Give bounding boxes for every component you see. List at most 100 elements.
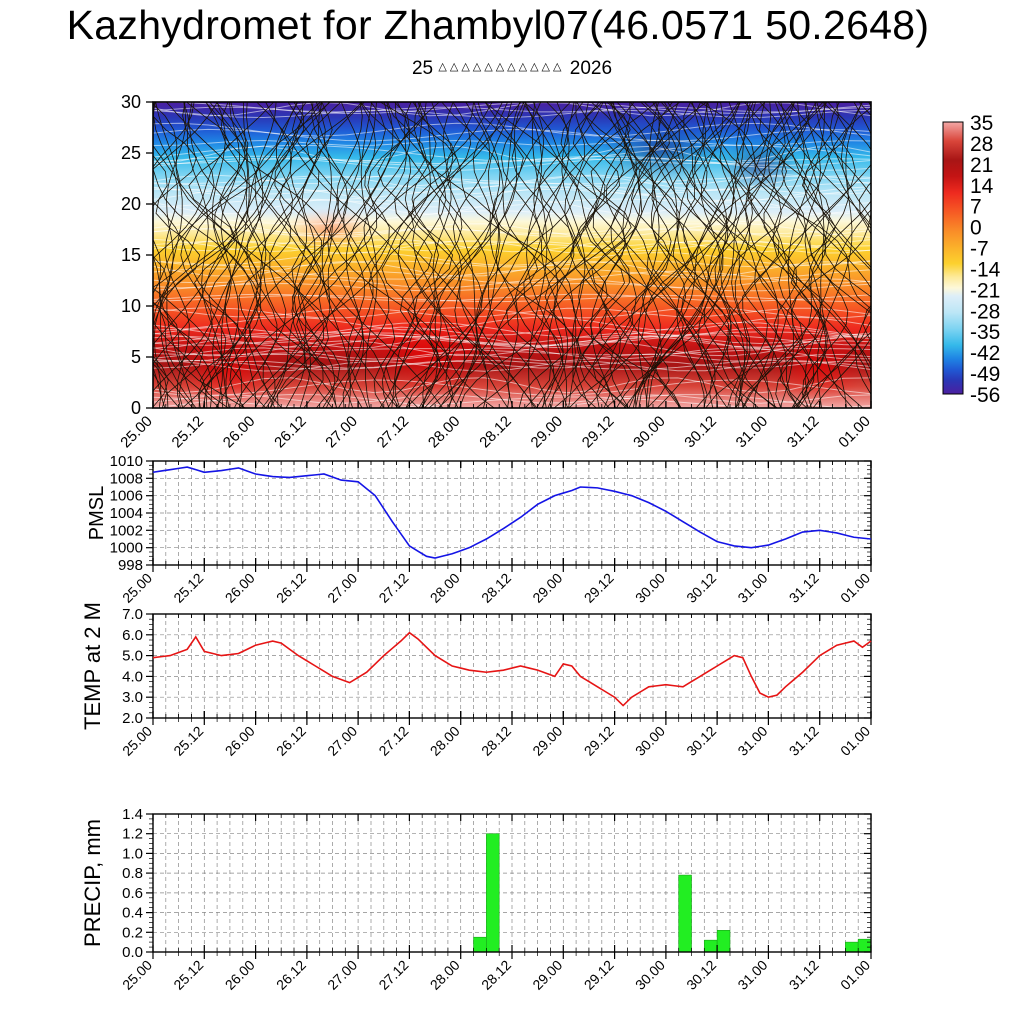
svg-text:1.0: 1.0: [122, 845, 143, 862]
svg-text:30: 30: [121, 92, 141, 112]
svg-text:31.12: 31.12: [786, 570, 822, 606]
svg-text:27.12: 27.12: [375, 723, 411, 759]
svg-text:1004: 1004: [110, 505, 143, 522]
svg-text:20: 20: [121, 194, 141, 214]
svg-text:-49: -49: [970, 363, 1000, 386]
svg-text:1002: 1002: [110, 522, 143, 539]
svg-text:28.00: 28.00: [427, 723, 463, 759]
svg-text:29.12: 29.12: [581, 957, 617, 993]
svg-text:TEMP at 2 M: TEMP at 2 M: [80, 602, 105, 730]
svg-text:29.00: 29.00: [529, 723, 565, 759]
svg-text:27.12: 27.12: [374, 413, 413, 452]
svg-text:31.00: 31.00: [734, 570, 770, 606]
svg-text:25.12: 25.12: [170, 570, 206, 606]
svg-text:1000: 1000: [110, 540, 143, 557]
svg-text:1.4: 1.4: [122, 806, 143, 823]
svg-text:14: 14: [970, 175, 994, 198]
svg-text:31.12: 31.12: [786, 957, 822, 993]
svg-text:30.00: 30.00: [632, 723, 668, 759]
svg-text:26.12: 26.12: [273, 723, 309, 759]
svg-text:30.00: 30.00: [632, 957, 668, 993]
svg-text:30.00: 30.00: [630, 413, 669, 452]
svg-text:7: 7: [970, 196, 982, 219]
svg-text:28.12: 28.12: [478, 723, 514, 759]
svg-text:28.00: 28.00: [427, 570, 463, 606]
svg-text:26.12: 26.12: [271, 413, 310, 452]
svg-text:25.00: 25.00: [119, 957, 155, 993]
svg-text:0.2: 0.2: [122, 924, 143, 941]
svg-text:01.00: 01.00: [837, 957, 873, 993]
svg-text:01.00: 01.00: [837, 570, 873, 606]
svg-text:26.00: 26.00: [222, 570, 258, 606]
svg-text:25.12: 25.12: [170, 723, 206, 759]
svg-text:31.12: 31.12: [784, 413, 823, 452]
svg-text:27.00: 27.00: [324, 957, 360, 993]
svg-text:28.12: 28.12: [478, 957, 514, 993]
svg-text:29.00: 29.00: [529, 570, 565, 606]
svg-text:01.00: 01.00: [835, 413, 874, 452]
svg-text:30.12: 30.12: [683, 723, 719, 759]
svg-text:01.00: 01.00: [837, 723, 873, 759]
svg-text:15: 15: [121, 245, 141, 265]
svg-text:29.00: 29.00: [528, 413, 567, 452]
svg-text:998: 998: [118, 557, 143, 574]
svg-text:30.12: 30.12: [683, 570, 719, 606]
svg-text:3.0: 3.0: [122, 689, 143, 706]
svg-text:4.0: 4.0: [122, 668, 143, 685]
svg-text:0.6: 0.6: [122, 885, 143, 902]
svg-text:29.00: 29.00: [529, 957, 565, 993]
svg-text:28.00: 28.00: [427, 957, 463, 993]
svg-text:0.8: 0.8: [122, 865, 143, 882]
svg-text:10: 10: [121, 296, 141, 316]
svg-text:27.12: 27.12: [375, 570, 411, 606]
svg-text:-56: -56: [970, 384, 1000, 407]
svg-text:25.00: 25.00: [119, 570, 155, 606]
svg-text:-28: -28: [970, 300, 1000, 323]
svg-text:27.12: 27.12: [375, 957, 411, 993]
svg-text:26.12: 26.12: [273, 570, 309, 606]
svg-text:5.0: 5.0: [122, 648, 143, 665]
svg-text:PRECIP, mm: PRECIP, mm: [80, 819, 105, 947]
svg-text:0.0: 0.0: [122, 944, 143, 961]
svg-text:7.0: 7.0: [122, 606, 143, 623]
svg-text:26.00: 26.00: [222, 957, 258, 993]
svg-text:26.00: 26.00: [220, 413, 259, 452]
svg-text:30.00: 30.00: [632, 570, 668, 606]
svg-text:1.2: 1.2: [122, 826, 143, 843]
svg-text:25.00: 25.00: [119, 723, 155, 759]
svg-text:29.12: 29.12: [581, 570, 617, 606]
svg-text:2.0: 2.0: [122, 710, 143, 727]
svg-text:28.12: 28.12: [478, 570, 514, 606]
svg-text:0.4: 0.4: [122, 905, 143, 922]
svg-text:5: 5: [131, 347, 141, 367]
svg-text:21: 21: [970, 154, 993, 177]
svg-text:-35: -35: [970, 321, 1000, 344]
svg-text:0: 0: [131, 398, 141, 418]
svg-text:25.00: 25.00: [117, 413, 156, 452]
svg-text:27.00: 27.00: [324, 570, 360, 606]
svg-text:25.12: 25.12: [169, 413, 208, 452]
svg-text:28.00: 28.00: [425, 413, 464, 452]
svg-text:25.12: 25.12: [170, 957, 206, 993]
svg-text:31.00: 31.00: [734, 723, 770, 759]
svg-text:26.12: 26.12: [273, 957, 309, 993]
svg-text:-7: -7: [970, 238, 989, 261]
svg-text:-14: -14: [970, 259, 1001, 282]
svg-text:31.12: 31.12: [786, 723, 822, 759]
svg-text:0: 0: [970, 217, 982, 240]
svg-text:-42: -42: [970, 342, 1000, 365]
svg-text:PMSL: PMSL: [86, 486, 108, 540]
svg-text:29.12: 29.12: [581, 723, 617, 759]
svg-text:25: 25: [121, 143, 141, 163]
svg-text:1008: 1008: [110, 470, 143, 487]
svg-text:31.00: 31.00: [733, 413, 772, 452]
svg-text:35: 35: [970, 112, 993, 135]
svg-text:30.12: 30.12: [683, 957, 719, 993]
svg-text:26.00: 26.00: [222, 723, 258, 759]
svg-text:-21: -21: [970, 279, 1000, 302]
svg-text:1006: 1006: [110, 488, 143, 505]
svg-text:31.00: 31.00: [734, 957, 770, 993]
svg-text:27.00: 27.00: [324, 723, 360, 759]
svg-text:6.0: 6.0: [122, 627, 143, 644]
svg-text:29.12: 29.12: [579, 413, 618, 452]
